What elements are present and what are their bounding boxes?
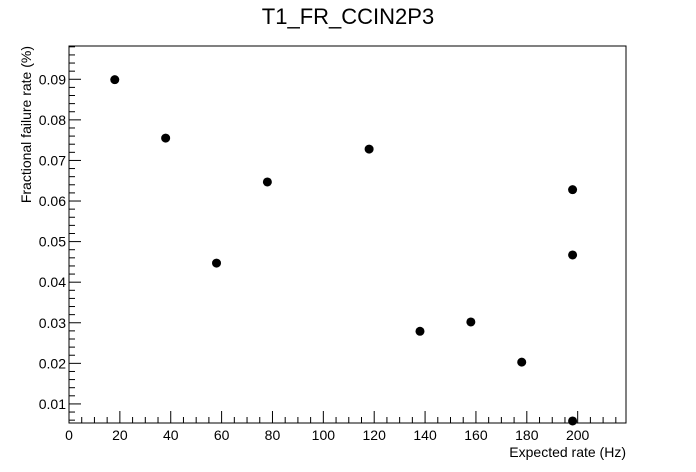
data-point [517,357,527,367]
data-point [212,258,222,268]
y-tick-label: 0.07 [39,152,66,168]
y-tick-label: 0.05 [39,234,66,250]
x-tick-label: 200 [566,427,590,443]
data-point [161,133,171,143]
x-tick-label: 60 [214,427,230,443]
y-tick-label: 0.03 [39,315,66,331]
y-tick-label: 0.08 [39,112,66,128]
data-point [364,144,374,154]
y-tick-label: 0.09 [39,71,66,87]
x-axis-title: Expected rate (Hz) [509,444,626,460]
y-tick-label: 0.01 [39,396,66,412]
data-point [568,416,578,426]
y-tick-label: 0.04 [39,274,66,290]
data-point [415,326,425,336]
y-axis-title: Fractional failure rate (%) [18,46,34,203]
x-tick-label: 180 [515,427,539,443]
x-tick-label: 0 [65,427,73,443]
data-point [568,185,578,195]
data-point [568,250,578,260]
plot-frame [68,45,627,424]
plot-frame-rect [68,45,627,424]
data-point [110,75,120,85]
data-point [262,177,272,187]
x-tick-label: 120 [363,427,387,443]
x-tick-label: 140 [413,427,437,443]
data-point [466,317,476,327]
x-tick-label: 20 [112,427,128,443]
x-tick-label: 160 [464,427,488,443]
chart-title: T1_FR_CCIN2P3 [262,4,434,29]
x-tick-label: 80 [265,427,281,443]
y-tick-label: 0.06 [39,193,66,209]
x-tick-label: 100 [312,427,336,443]
data-points [110,75,578,426]
y-tick-label: 0.02 [39,355,66,371]
y-axis: 0.01 0.02 0.03 0.04 0.05 0.06 0.07 0.08 0.09 [39,46,81,421]
x-tick-label: 40 [163,427,179,443]
x-axis: 0 20 40 60 80 100 120 140 160 180 200 [65,411,617,443]
